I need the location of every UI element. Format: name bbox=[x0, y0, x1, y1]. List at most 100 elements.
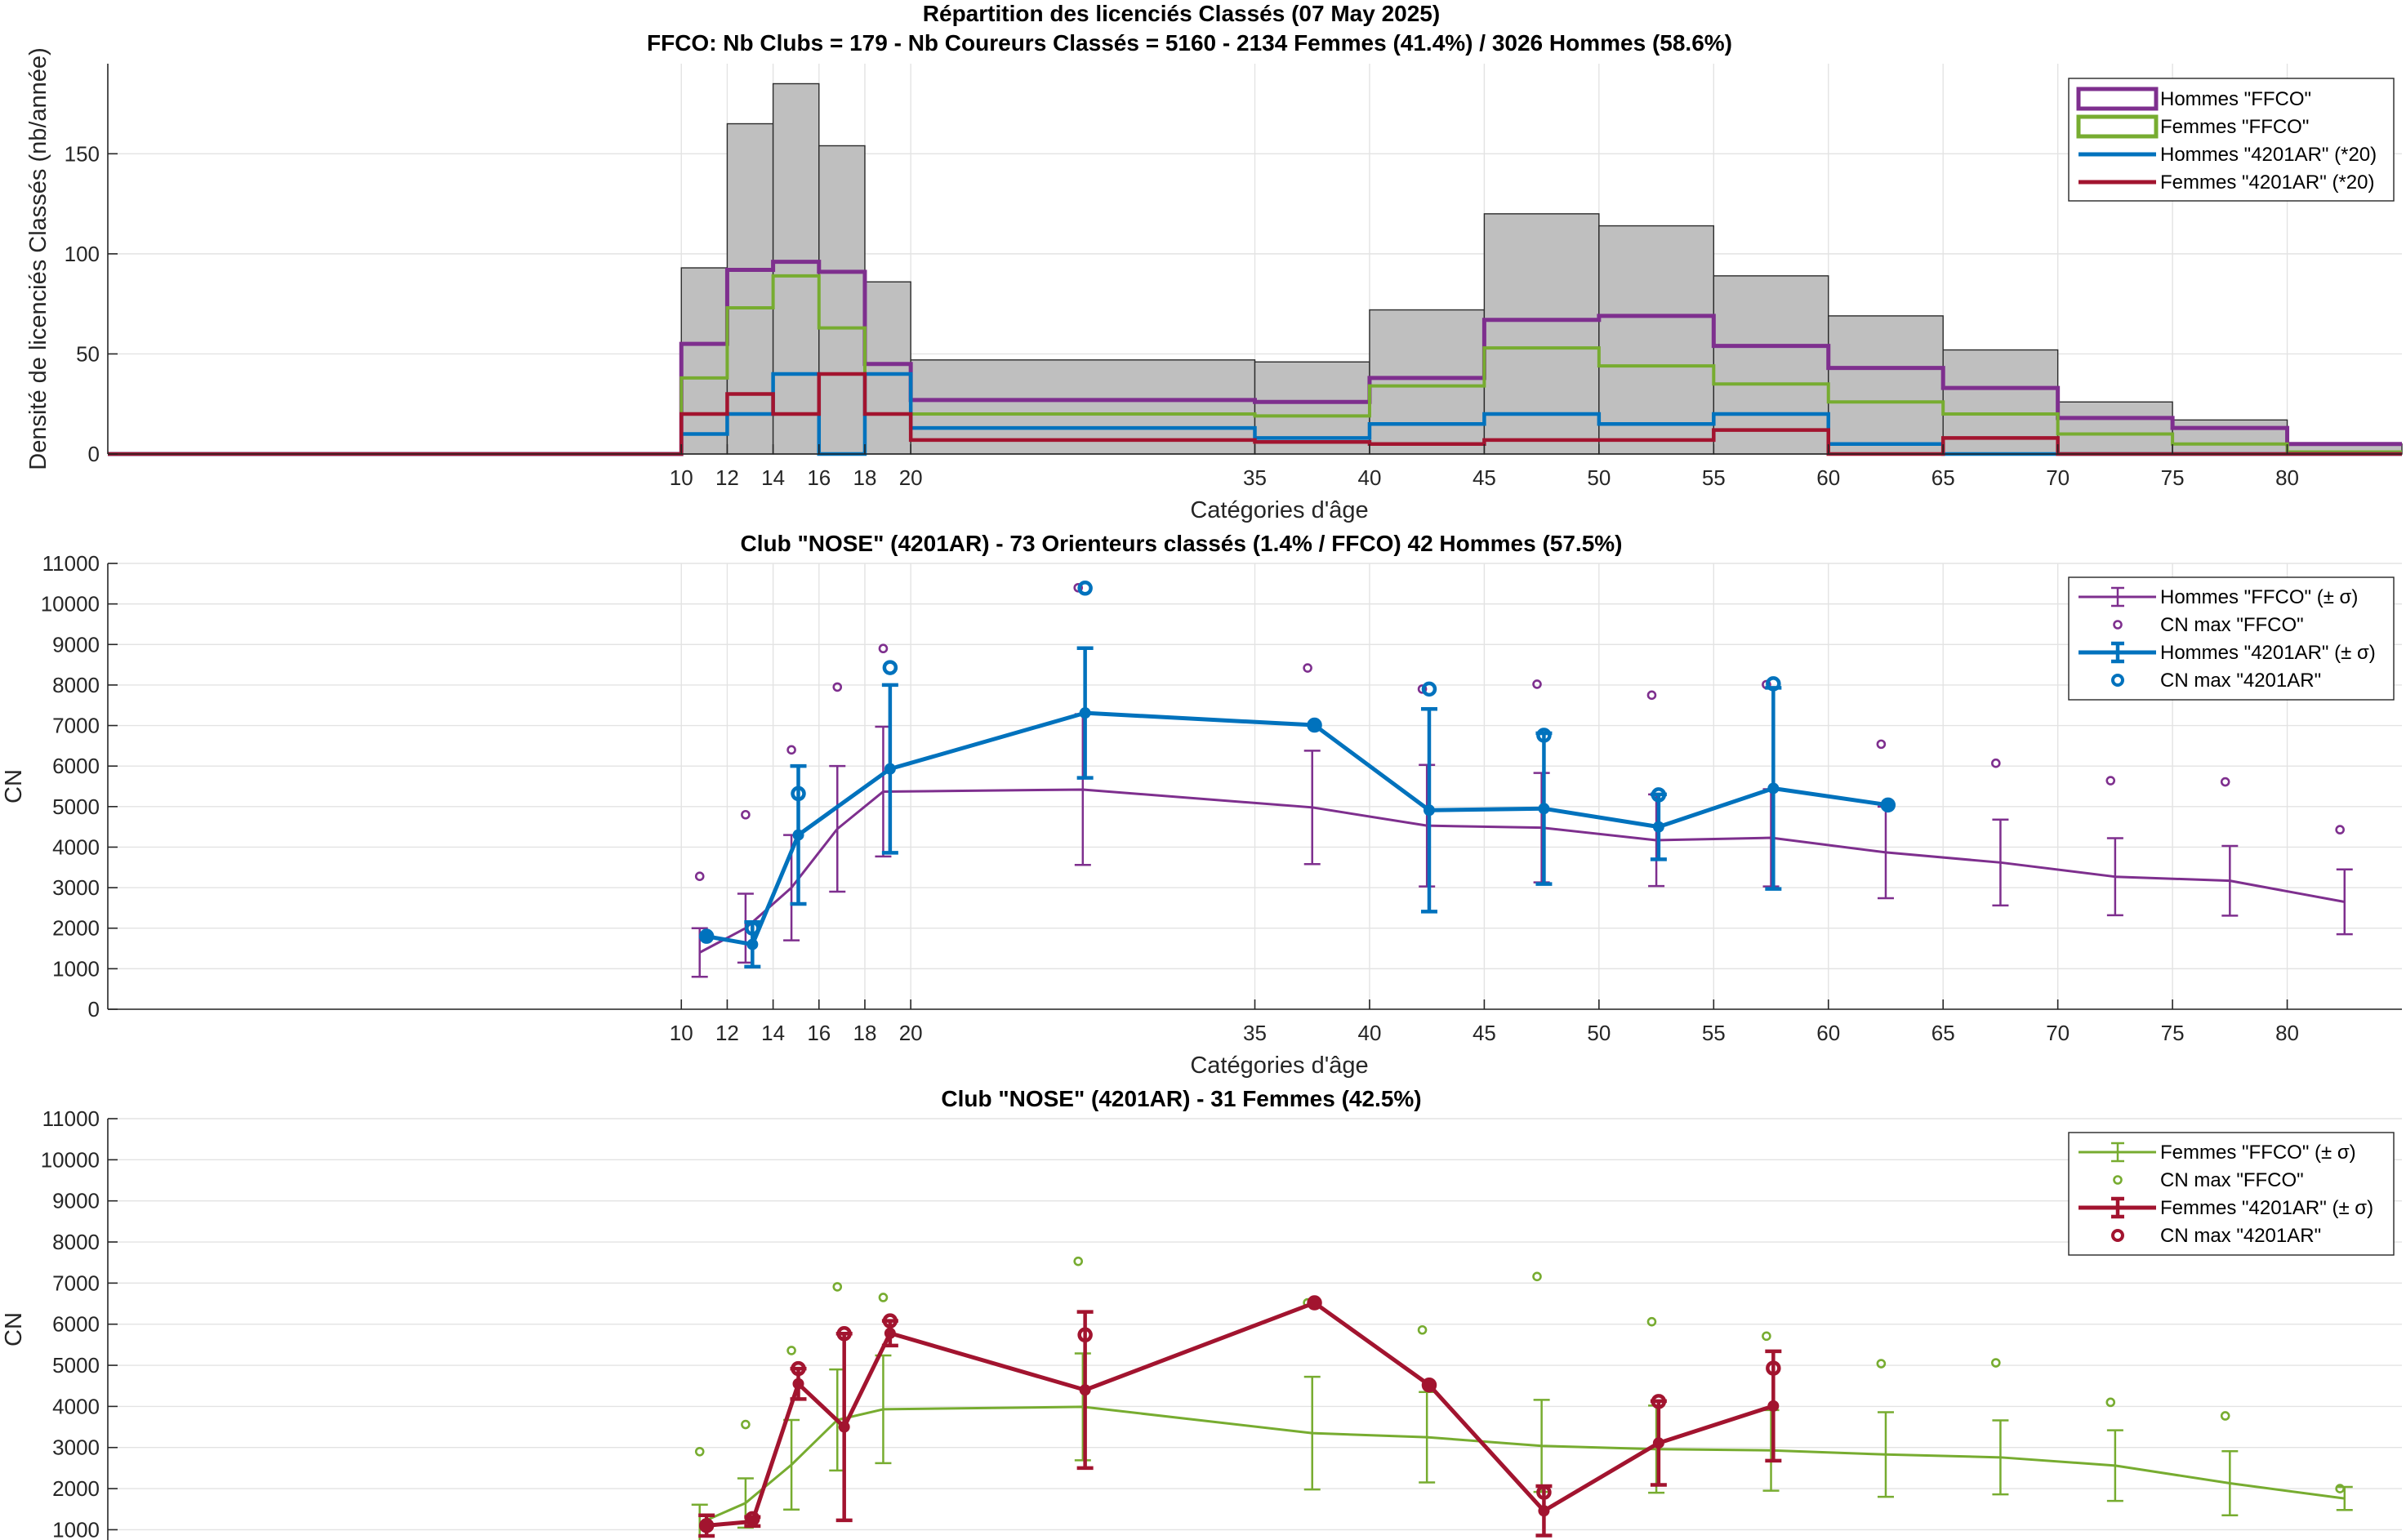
legend-label: Femmes "4201AR" (± σ) bbox=[2160, 1197, 2373, 1219]
cn-max-marker bbox=[791, 1360, 806, 1377]
y-tick-label: 11000 bbox=[42, 551, 100, 576]
cn-max-marker bbox=[1417, 684, 1428, 694]
cn-max-marker bbox=[1536, 728, 1552, 743]
y-tick-label: 1000 bbox=[52, 956, 100, 981]
plot-area bbox=[691, 1256, 2353, 1540]
y-tick-label: 100 bbox=[65, 242, 100, 266]
x-tick-label: 16 bbox=[807, 465, 831, 490]
x-tick-label: 80 bbox=[2275, 1021, 2299, 1045]
cn-max-marker bbox=[1077, 1327, 1093, 1343]
cn-max-marker bbox=[1762, 1331, 1771, 1342]
histogram-bar bbox=[818, 145, 866, 455]
chart-women-cn-panel: 1000 2000 3000 4000 5000 6000 7000 8000 9000 1000… bbox=[1, 1086, 2402, 1540]
legend: Hommes "FFCO" (± σ) CN max "FFCO" Hommes "… bbox=[2068, 576, 2395, 701]
cn-max-marker bbox=[882, 1313, 898, 1329]
x-tick-label: 50 bbox=[1587, 1021, 1611, 1045]
cn-max-marker bbox=[832, 682, 843, 692]
x-tick-label: 60 bbox=[1816, 465, 1840, 490]
cn-max-marker bbox=[2105, 776, 2116, 786]
cn-max-marker bbox=[698, 928, 715, 944]
y-tick-label: 10000 bbox=[41, 592, 100, 616]
y-tick-label: 2000 bbox=[52, 916, 100, 941]
legend: Hommes "FFCO" Femmes "FFCO" Hommes "4201AR… bbox=[2068, 78, 2395, 202]
x-tick-label: 55 bbox=[1702, 1021, 1726, 1045]
cn-max-marker bbox=[1303, 663, 1312, 673]
histogram-bar bbox=[772, 82, 820, 455]
x-axis-label: Catégories d'âge bbox=[1190, 1053, 1368, 1079]
mean-point bbox=[792, 829, 804, 841]
y-tick-label: 9000 bbox=[52, 1189, 100, 1213]
cn-max-marker bbox=[2220, 777, 2230, 787]
chart-subtitle: FFCO: Nb Clubs = 179 - Nb Coureurs Class… bbox=[647, 30, 1732, 56]
histogram-bar bbox=[1483, 213, 1600, 455]
legend-label: Hommes "4201AR" (*20) bbox=[2160, 144, 2377, 166]
cn-max-marker bbox=[1077, 581, 1093, 596]
x-tick-label: 40 bbox=[1357, 1021, 1381, 1045]
y-tick-label: 5000 bbox=[52, 794, 100, 819]
x-tick-label: 70 bbox=[2046, 465, 2070, 490]
y-tick-label: 9000 bbox=[52, 632, 100, 657]
legend-label: Hommes "4201AR" (± σ) bbox=[2160, 642, 2376, 664]
cn-max-marker bbox=[745, 1511, 760, 1527]
mean-point bbox=[792, 1378, 804, 1390]
y-tick-label: 7000 bbox=[52, 1271, 100, 1295]
cn-max-marker bbox=[1307, 1295, 1322, 1311]
cn-max-marker bbox=[2105, 1397, 2116, 1408]
legend-label: CN max "4201AR" bbox=[2160, 670, 2321, 692]
cn-max-marker bbox=[878, 1293, 889, 1302]
y-tick-label: 3000 bbox=[52, 875, 100, 900]
mean-point bbox=[1423, 804, 1435, 817]
x-tick-label: 65 bbox=[1931, 465, 1955, 490]
chart-title: Club "NOSE" (4201AR) - 73 Orienteurs cla… bbox=[740, 531, 1622, 556]
legend-swatch bbox=[2076, 87, 2159, 111]
y-axis-label: Densité de licenciés Classés (nb/année) bbox=[25, 47, 51, 470]
cn-max-marker bbox=[1532, 679, 1542, 689]
x-tick-label: 45 bbox=[1473, 1021, 1496, 1045]
cn-max-marker bbox=[1991, 758, 2001, 768]
plot-area bbox=[691, 581, 2353, 978]
chart-title: Répartition des licenciés Classés (07 Ma… bbox=[923, 1, 1440, 26]
histogram-bar bbox=[680, 267, 728, 455]
histogram-bar bbox=[1598, 225, 1714, 455]
cn-max-marker bbox=[786, 745, 796, 755]
legend-label: Femmes "FFCO" bbox=[2160, 116, 2309, 138]
cn-max-marker bbox=[1651, 1394, 1667, 1409]
y-axis-label: CN bbox=[1, 1312, 27, 1346]
histogram-bar bbox=[1713, 275, 1829, 455]
cn-max-marker bbox=[1421, 1377, 1437, 1393]
y-tick-label: 50 bbox=[76, 341, 100, 366]
legend: Femmes "FFCO" (± σ) CN max "FFCO" Femmes "… bbox=[2068, 1132, 2395, 1256]
cn-max-marker bbox=[745, 920, 760, 936]
x-tick-label: 18 bbox=[853, 1021, 877, 1045]
y-tick-label: 4000 bbox=[52, 1394, 100, 1418]
x-tick-label: 20 bbox=[899, 465, 923, 490]
legend-label: CN max "FFCO" bbox=[2160, 614, 2304, 636]
cn-max-marker bbox=[1876, 1359, 1887, 1369]
legend-label: Hommes "FFCO" (± σ) bbox=[2160, 586, 2358, 608]
x-tick-label: 10 bbox=[670, 465, 693, 490]
x-tick-label: 65 bbox=[1931, 1021, 1955, 1045]
y-tick-label: 3000 bbox=[52, 1435, 100, 1460]
x-tick-label: 20 bbox=[899, 1021, 923, 1045]
x-tick-label: 10 bbox=[670, 1021, 693, 1045]
y-tick-label: 0 bbox=[88, 442, 100, 466]
x-tick-label: 14 bbox=[761, 465, 785, 490]
y-tick-label: 11000 bbox=[42, 1106, 100, 1131]
x-tick-label: 60 bbox=[1816, 1021, 1840, 1045]
x-axis-label: Catégories d'âge bbox=[1190, 497, 1368, 523]
cn-max-marker bbox=[2335, 1484, 2345, 1493]
chart-histogram-panel: 0 50 100 150 10 12 14 16 18 20 35 40 45 50 55 60 65 70 75 8… bbox=[25, 1, 2403, 523]
x-tick-label: 35 bbox=[1243, 465, 1267, 490]
legend-label: Femmes "FFCO" (± σ) bbox=[2160, 1142, 2356, 1164]
mean-point bbox=[1538, 803, 1550, 815]
y-axis-label: CN bbox=[1, 769, 27, 803]
y-tick-label: 1000 bbox=[52, 1517, 100, 1540]
mean-point bbox=[1079, 1384, 1091, 1396]
legend-swatch-marker bbox=[2113, 620, 2123, 630]
cn-max-marker bbox=[836, 1326, 852, 1342]
x-tick-label: 14 bbox=[761, 1021, 785, 1045]
cn-max-marker bbox=[698, 1518, 715, 1533]
cn-max-marker bbox=[2220, 1411, 2230, 1421]
histogram-bar bbox=[864, 281, 911, 455]
cn-max-marker bbox=[1766, 1360, 1781, 1376]
